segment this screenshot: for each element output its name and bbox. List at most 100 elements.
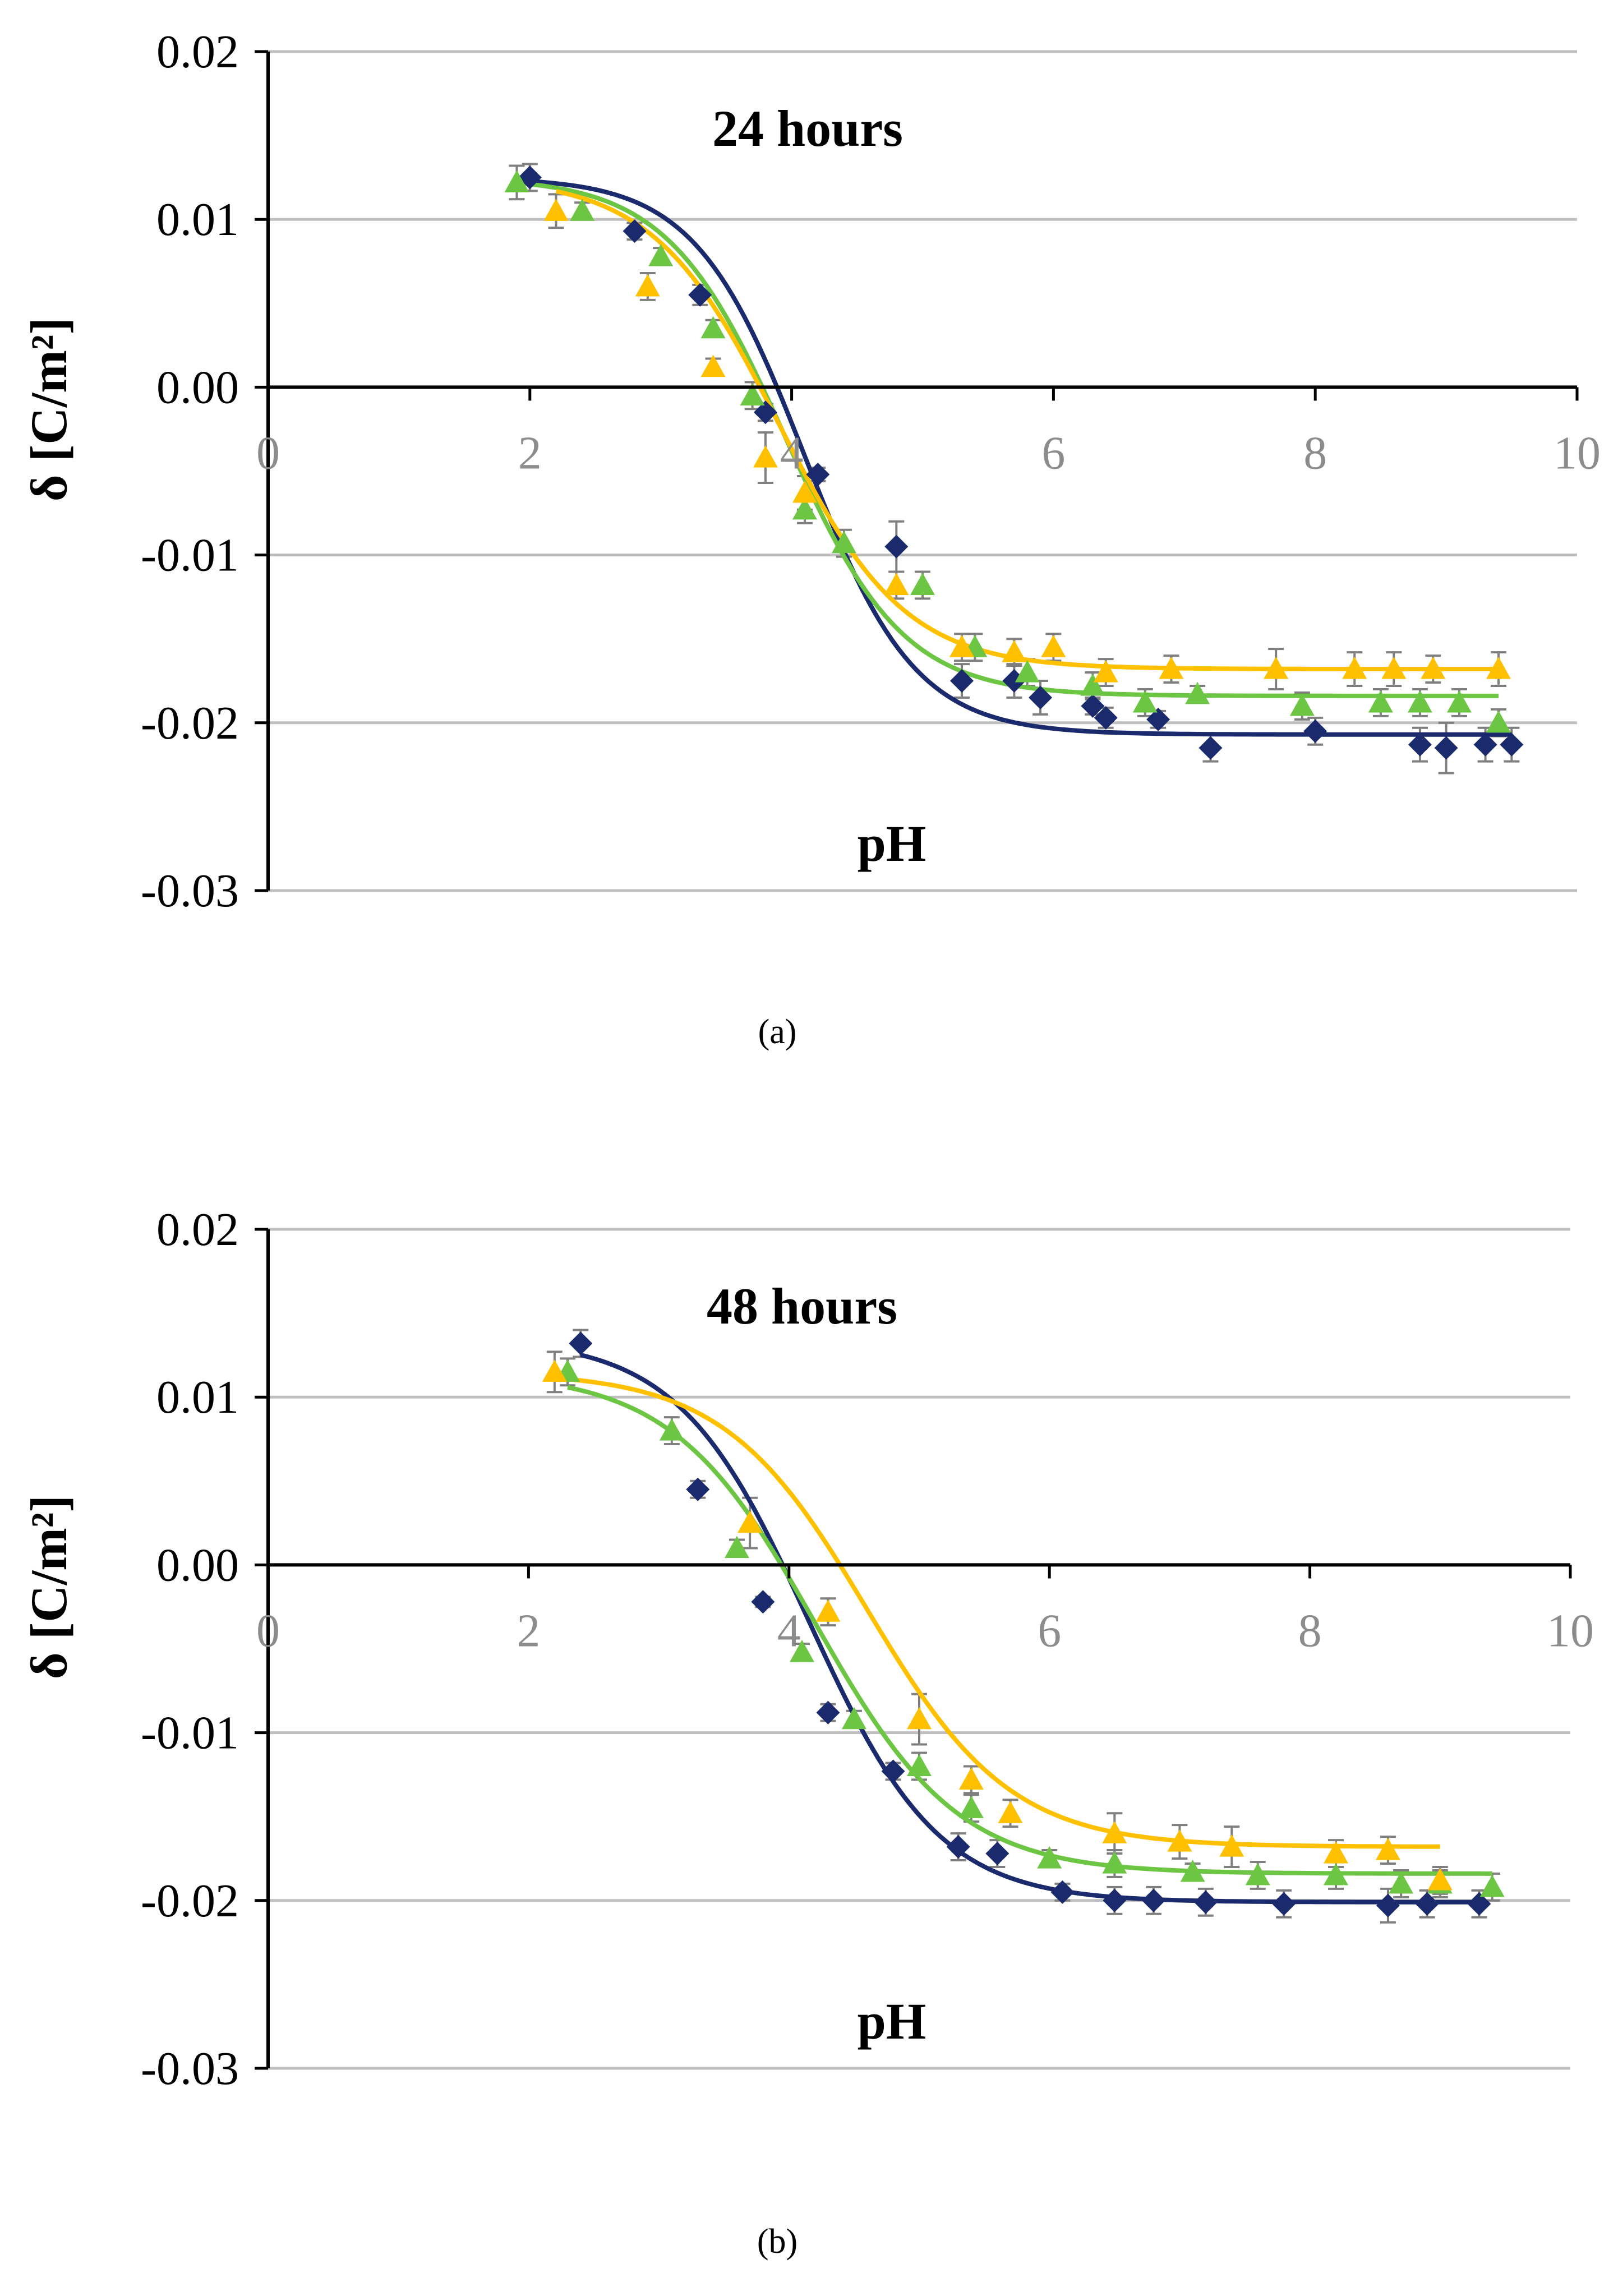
series-navy-point (623, 219, 647, 243)
series-orange-point (1041, 635, 1066, 657)
series-green-point (1102, 1851, 1127, 1874)
series-orange-point (1264, 657, 1289, 679)
series-navy-point (806, 462, 830, 486)
x-tick-label: 2 (518, 427, 542, 479)
y-tick-label: -0.03 (141, 865, 239, 917)
series-navy-point (688, 283, 712, 307)
series-navy-point (1467, 1892, 1491, 1916)
series-orange-point (543, 199, 569, 221)
x-tick-label: 2 (517, 1605, 540, 1657)
series-navy-point (1094, 706, 1118, 730)
series-orange-point (1421, 657, 1446, 679)
y-tick-label: -0.01 (141, 529, 239, 582)
series-orange-point (542, 1359, 567, 1382)
series-navy-point (1050, 1880, 1075, 1904)
series-navy-point (1193, 1890, 1218, 1914)
series-orange-point (753, 445, 778, 468)
chart-panel-b: 0.02 0.01 0.00 -0.01 -0.02 -0.03 0 2 4 6 8 10 48 ho… (0, 1148, 1618, 2296)
y-axis-label: δ [C/m²] (20, 317, 77, 501)
y-tick-label: 0.01 (156, 1371, 239, 1423)
y-tick-label: 0.02 (156, 26, 239, 78)
series-green-point (1245, 1862, 1270, 1885)
y-tick-label: -0.02 (141, 697, 239, 749)
series-green-point (790, 1639, 815, 1662)
x-tick-label: 8 (1298, 1605, 1322, 1657)
y-tick-label: -0.01 (141, 1707, 239, 1759)
x-tick-label: 0 (256, 427, 280, 479)
chart-svg-a: 0.02 0.01 0.00 -0.01 -0.02 -0.03 0 2 4 6 8 10 24 ho… (20, 26, 1601, 1051)
x-axis-label: pH (858, 1993, 926, 2050)
series-green-point (1015, 660, 1040, 683)
series-green-point (1389, 1871, 1414, 1894)
series-orange-point (1167, 1829, 1192, 1852)
series-navy-point (1303, 719, 1327, 743)
series-orange-point (1324, 1841, 1349, 1864)
series-green-point (740, 383, 765, 405)
series-green-point (910, 573, 935, 596)
y-tick-label: 0.01 (156, 193, 239, 246)
series-orange-fit-curve (554, 1376, 1440, 1849)
series-orange-point (635, 274, 660, 297)
series-green-point (1037, 1846, 1062, 1869)
series-navy-point (1376, 1893, 1400, 1917)
series-navy-point (1415, 1892, 1439, 1916)
series-navy-fit-curve (529, 179, 1512, 737)
series-green-point (570, 199, 595, 221)
series-orange-point (1427, 1868, 1453, 1891)
series-orange-point (998, 1801, 1023, 1823)
series-orange-point (1159, 657, 1184, 679)
series-green-point (792, 497, 817, 520)
series-orange-point (958, 1767, 984, 1790)
series-green-point (958, 1796, 984, 1818)
y-axis-label: δ [C/m²] (20, 1495, 77, 1679)
series-navy-point (946, 1835, 970, 1859)
series-navy-point (985, 1842, 1009, 1866)
series-navy-point (881, 1759, 905, 1783)
series-navy-point (1408, 732, 1432, 757)
series-green-point (1132, 690, 1158, 713)
series-green-point (1289, 693, 1315, 716)
series-navy-point (1141, 1888, 1165, 1912)
y-tick-label: -0.03 (141, 2043, 239, 2095)
series-orange-fit-curve (555, 189, 1499, 671)
series-orange-point (792, 480, 817, 503)
y-tick-label: 0.02 (156, 1204, 239, 1256)
series-green-point (1180, 1859, 1205, 1882)
series-orange-point (1002, 640, 1027, 662)
series-orange-point (815, 1599, 841, 1622)
series-green-point (1446, 690, 1472, 713)
y-tick-label: -0.02 (141, 1875, 239, 1927)
x-axis-label: pH (858, 815, 926, 872)
series-orange-point (1219, 1834, 1244, 1857)
series-navy-fit-curve (580, 1353, 1479, 1905)
x-tick-label: 10 (1554, 427, 1601, 479)
series-navy-point (1146, 707, 1170, 731)
series-navy-point (1103, 1888, 1127, 1912)
x-tick-label: 8 (1303, 427, 1327, 479)
series-navy-point (1029, 685, 1053, 709)
series-orange-point (1342, 657, 1367, 679)
series-green-point (648, 244, 674, 266)
series-orange-point (1093, 660, 1118, 683)
series-orange-point (1375, 1838, 1400, 1860)
series-green-point (1407, 690, 1432, 713)
chart-panel-a: 0.02 0.01 0.00 -0.01 -0.02 -0.03 0 2 4 6 8 10 24 ho… (20, 26, 1601, 1051)
series-navy-point (686, 1477, 710, 1501)
series-green-point (1368, 690, 1393, 713)
chart-title: 48 hours (707, 1278, 897, 1335)
series-orange-point (737, 1510, 763, 1533)
series-orange-point (1102, 1821, 1127, 1843)
series-navy-point (1198, 736, 1223, 760)
panel-caption: (b) (757, 2223, 798, 2261)
series-navy-point (753, 400, 777, 425)
chart-svg-b: 0.02 0.01 0.00 -0.01 -0.02 -0.03 0 2 4 6 8 10 48 ho… (20, 1204, 1594, 2261)
series-green-point (841, 1707, 866, 1730)
series-green-point (831, 531, 856, 554)
y-tick-label: 0.00 (156, 361, 239, 413)
series-green-point (1185, 681, 1210, 704)
x-tick-label: 0 (256, 1605, 280, 1657)
series-navy-point (569, 1331, 593, 1356)
series-orange-point (884, 573, 909, 596)
series-green-point (1486, 710, 1511, 733)
x-tick-label: 4 (777, 1605, 801, 1657)
